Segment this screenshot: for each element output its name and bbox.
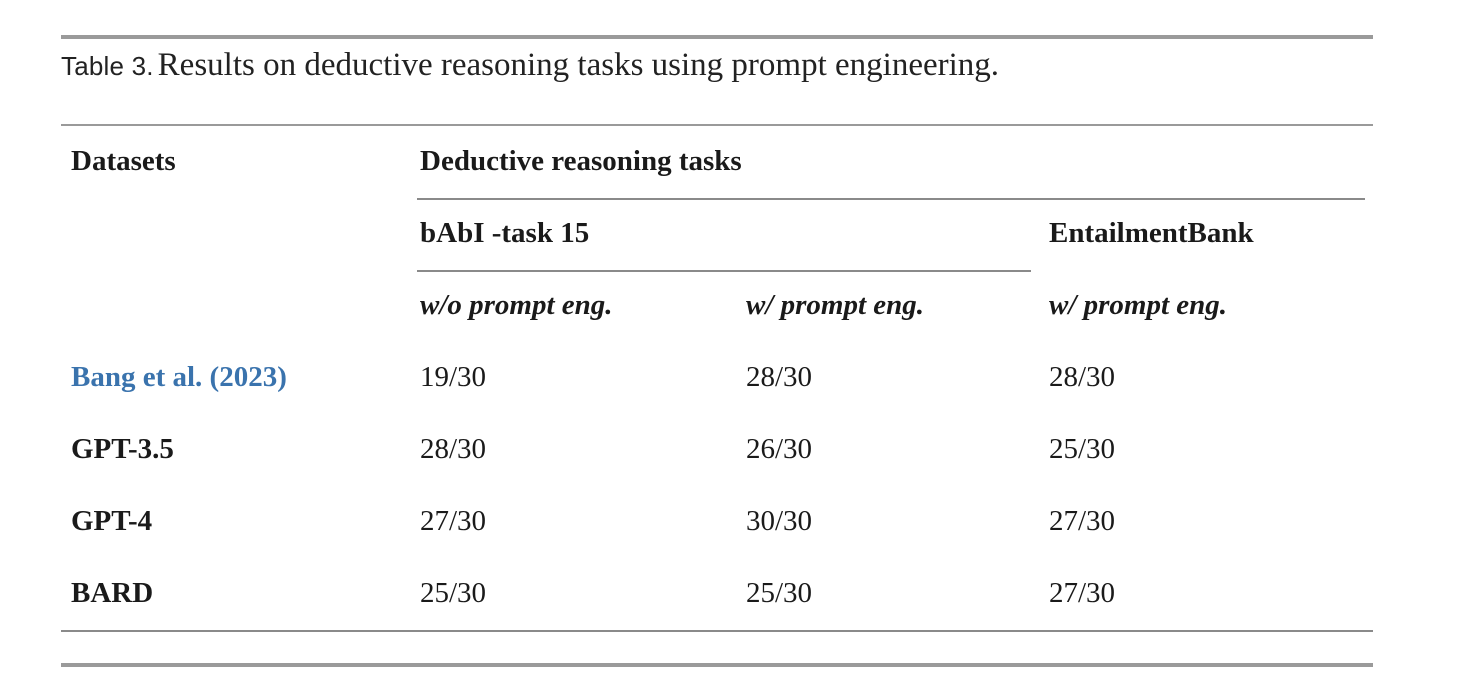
header-datasets: Datasets <box>71 145 176 177</box>
model-link-bang-et-al[interactable]: Bang et al. (2023) <box>71 361 287 393</box>
babi-underline <box>417 270 1031 272</box>
cell-babi-without-prompt: 27/30 <box>420 505 487 537</box>
table-top-rule <box>61 35 1373 39</box>
cell-babi-without-prompt: 25/30 <box>420 577 487 609</box>
model-name: BARD <box>71 577 154 609</box>
caption-label: Table 3. <box>61 51 154 81</box>
header-babi-task: bAbI -task 15 <box>420 217 590 249</box>
cell-entailment-with-prompt: 27/30 <box>1049 577 1116 609</box>
subheader-babi-without-prompt: w/o prompt eng. <box>420 289 613 321</box>
table-footer-rule <box>61 663 1373 667</box>
header-top-rule <box>61 124 1373 126</box>
cell-babi-without-prompt: 28/30 <box>420 433 487 465</box>
cell-babi-with-prompt: 30/30 <box>746 505 813 537</box>
model-name: GPT-4 <box>71 505 153 537</box>
header-entailmentbank: EntailmentBank <box>1049 217 1254 249</box>
table-caption: Table 3. Results on deductive reasoning … <box>61 43 999 87</box>
subheader-babi-with-prompt: w/ prompt eng. <box>746 289 925 321</box>
subheader-entailment-with-prompt: w/ prompt eng. <box>1049 289 1228 321</box>
model-name: GPT-3.5 <box>71 433 174 465</box>
cell-entailment-with-prompt: 25/30 <box>1049 433 1116 465</box>
caption-text: Results on deductive reasoning tasks usi… <box>157 47 1000 83</box>
group-underline <box>417 198 1365 200</box>
header-deductive-group: Deductive reasoning tasks <box>420 145 742 177</box>
cell-babi-with-prompt: 28/30 <box>746 361 813 393</box>
cell-babi-without-prompt: 19/30 <box>420 361 487 393</box>
cell-babi-with-prompt: 25/30 <box>746 577 813 609</box>
cell-entailment-with-prompt: 28/30 <box>1049 361 1116 393</box>
table-bottom-rule <box>61 630 1373 632</box>
results-table: Table 3. Results on deductive reasoning … <box>61 35 1373 670</box>
cell-entailment-with-prompt: 27/30 <box>1049 505 1116 537</box>
cell-babi-with-prompt: 26/30 <box>746 433 813 465</box>
